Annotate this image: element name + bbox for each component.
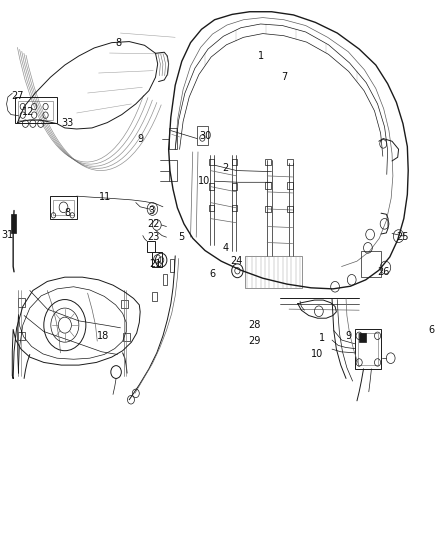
Text: 22: 22: [147, 219, 159, 229]
Bar: [232, 183, 237, 190]
Text: 9: 9: [137, 134, 143, 143]
Text: 11: 11: [99, 192, 111, 202]
Bar: [152, 252, 162, 266]
Text: 30: 30: [200, 131, 212, 141]
Text: 21: 21: [149, 259, 162, 269]
Bar: [209, 159, 214, 165]
Text: 7: 7: [282, 72, 288, 82]
Bar: [209, 183, 214, 190]
Text: 4: 4: [223, 243, 229, 253]
Bar: [197, 126, 208, 145]
Bar: [358, 333, 378, 365]
Text: 31: 31: [2, 230, 14, 239]
Text: 18: 18: [97, 331, 109, 341]
Bar: [169, 160, 177, 181]
Bar: [287, 182, 293, 189]
Bar: [355, 329, 381, 369]
Text: 3: 3: [148, 206, 154, 215]
Text: 12: 12: [22, 107, 35, 117]
Text: 29: 29: [248, 336, 260, 346]
Bar: [287, 159, 293, 165]
Bar: [11, 214, 16, 233]
Text: 10: 10: [311, 350, 324, 359]
Text: 33: 33: [62, 118, 74, 127]
Text: 28: 28: [248, 320, 260, 330]
Bar: [18, 332, 25, 340]
Bar: [265, 206, 271, 212]
Bar: [18, 101, 53, 120]
Text: 6: 6: [209, 270, 215, 279]
Bar: [147, 241, 155, 252]
Bar: [265, 182, 271, 189]
Bar: [209, 205, 214, 211]
Bar: [170, 259, 174, 272]
Bar: [152, 292, 157, 301]
Text: 9: 9: [345, 331, 351, 341]
Text: 23: 23: [147, 232, 159, 242]
Bar: [53, 200, 74, 215]
Bar: [287, 206, 293, 212]
Text: 8: 8: [65, 208, 71, 218]
Bar: [359, 333, 366, 342]
Text: 26: 26: [377, 267, 389, 277]
Bar: [163, 274, 167, 285]
Text: 10: 10: [198, 176, 210, 186]
Text: 27: 27: [11, 91, 24, 101]
Text: 1: 1: [319, 334, 325, 343]
Bar: [50, 196, 77, 219]
Bar: [245, 256, 302, 288]
Bar: [121, 300, 128, 308]
Text: 24: 24: [230, 256, 243, 266]
Bar: [123, 333, 130, 341]
Bar: [15, 97, 57, 123]
Text: 2: 2: [223, 163, 229, 173]
Text: 6: 6: [428, 326, 434, 335]
Bar: [18, 298, 25, 307]
Text: 8: 8: [115, 38, 121, 47]
Bar: [232, 205, 237, 211]
Text: 25: 25: [397, 232, 409, 242]
Bar: [169, 128, 177, 149]
Text: 5: 5: [179, 232, 185, 242]
Bar: [232, 159, 237, 165]
Text: 1: 1: [258, 51, 264, 61]
Bar: [265, 159, 271, 165]
